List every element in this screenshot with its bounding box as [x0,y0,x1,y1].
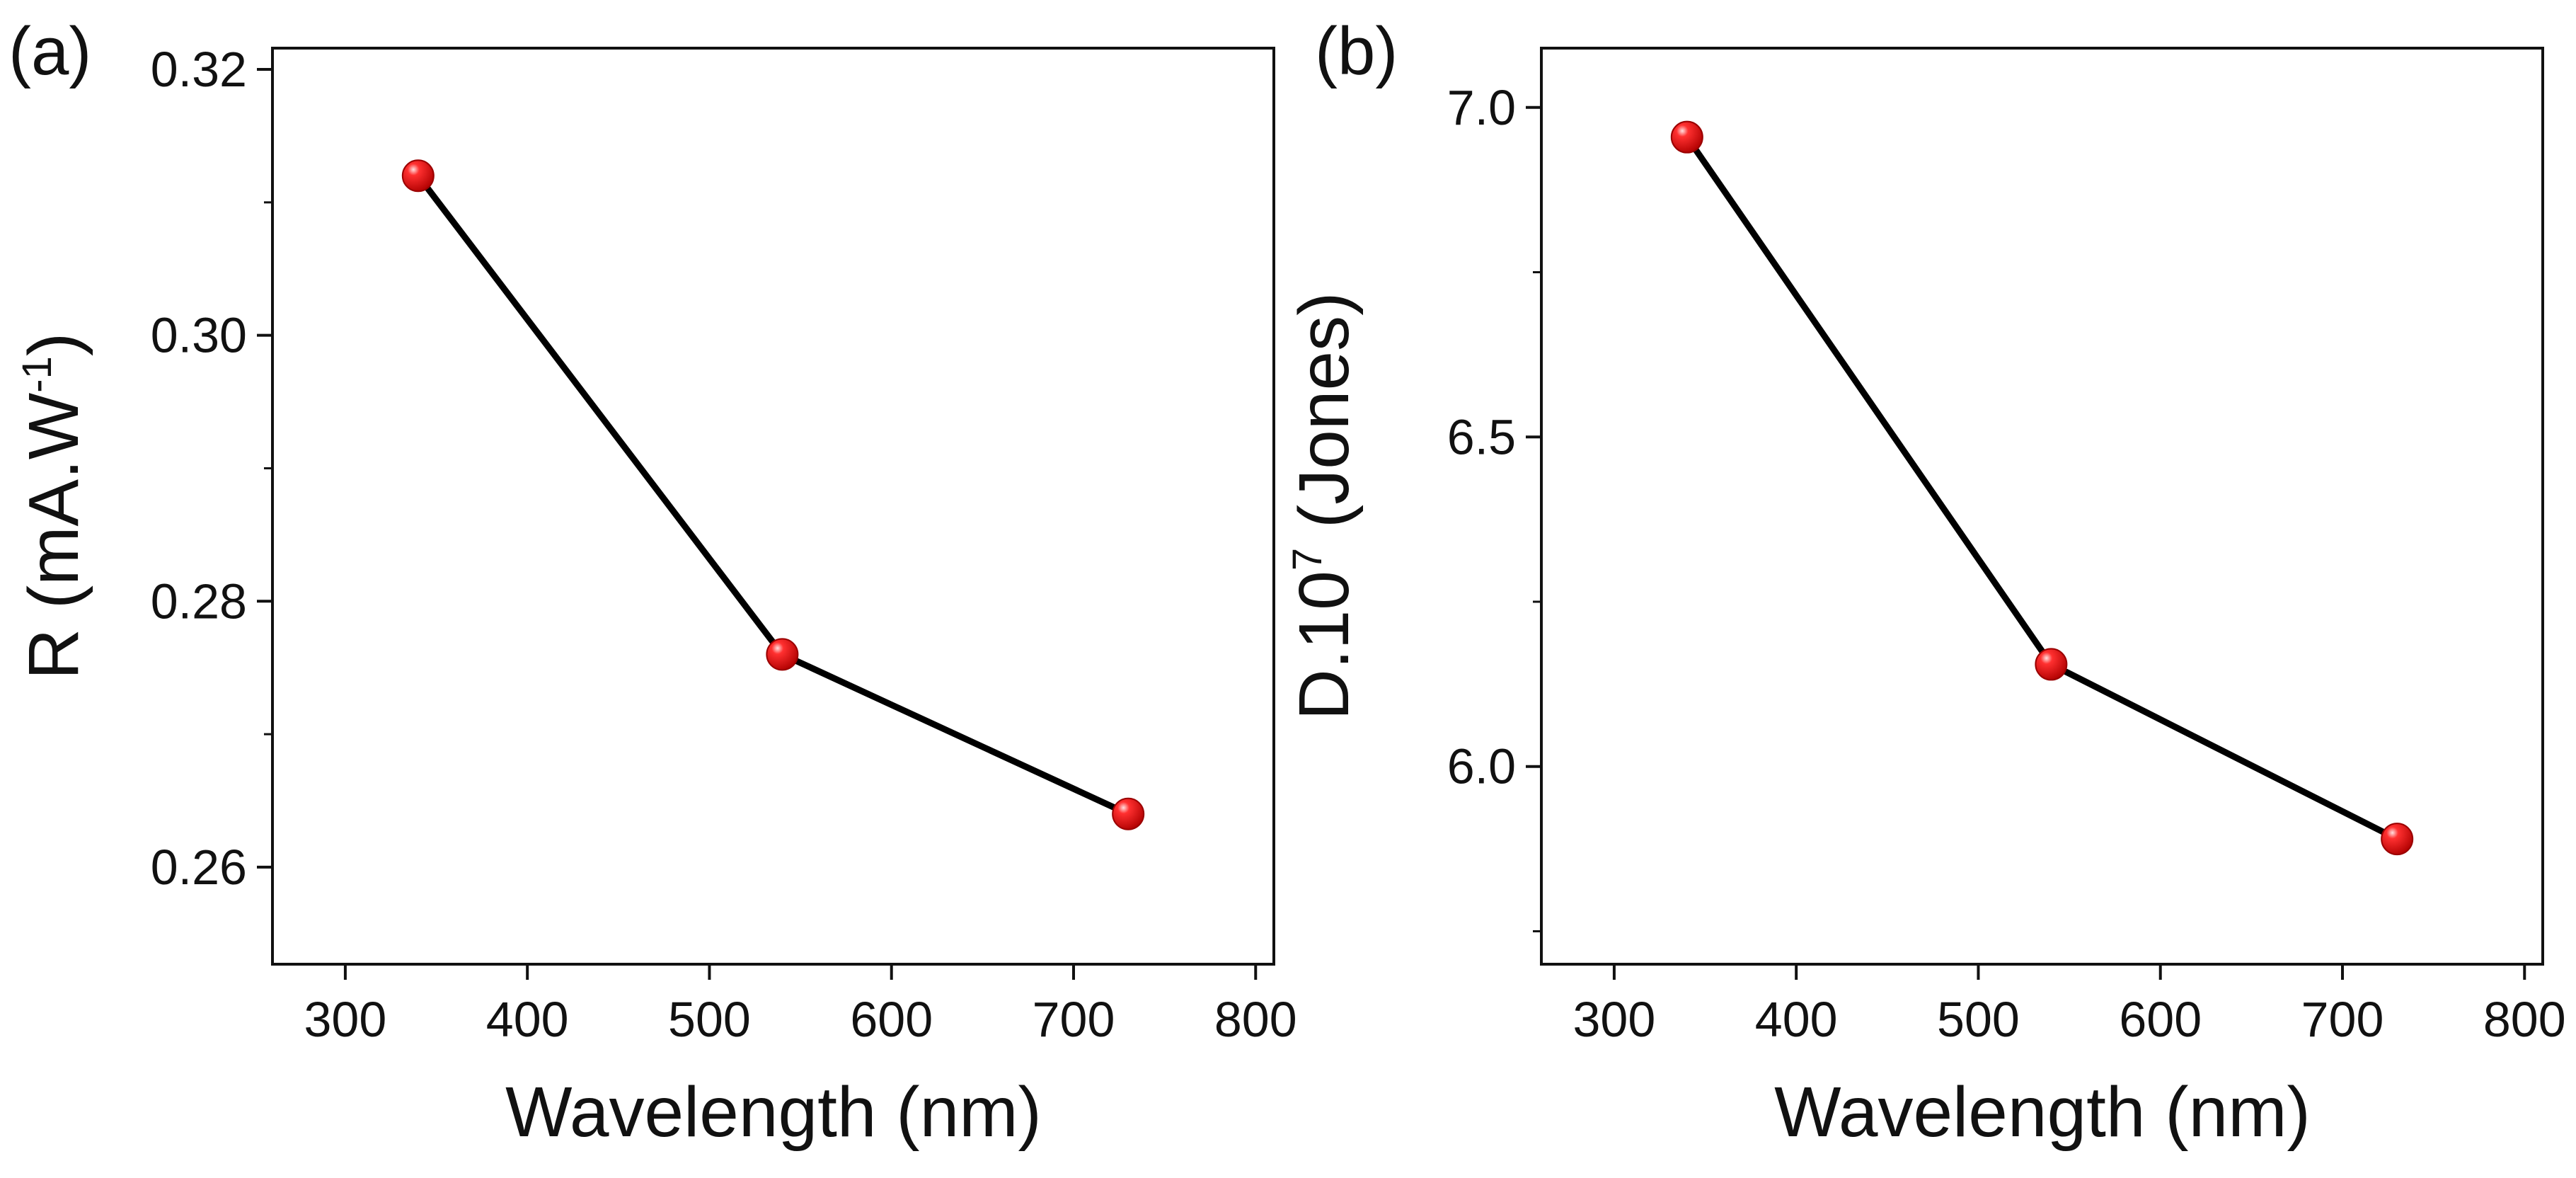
x-tick-label-b: 800 [2483,992,2566,1047]
x-tick-label-b: 700 [2301,992,2384,1047]
chart-b: (b) 300 400 500 600 700 800 6.0 6.5 7.0 Wavelen… [1284,13,2566,1152]
data-point-a [766,638,799,671]
x-tick-label-b: 500 [1937,992,2020,1047]
y-axis-title-a-sup: -1 [14,356,60,393]
y-tick-label-b: 6.5 [1447,409,1516,464]
y-ticks-a: 0.26 0.28 0.30 0.32 [151,42,272,895]
y-axis-title-b-end: (Jones) [1284,292,1364,548]
y-axis-title-b: D.107 (Jones) [1284,292,1364,721]
x-tick-label-b: 400 [1755,992,1838,1047]
x-tick-label-a: 700 [1033,992,1115,1047]
series-b [1670,120,2414,856]
y-ticks-b: 6.0 6.5 7.0 [1447,80,1541,932]
y-tick-label-a: 0.30 [151,308,247,363]
x-axis-title-a: Wavelength (nm) [505,1073,1042,1152]
y-tick-label-a: 0.28 [151,573,247,629]
x-ticks-a: 300 400 500 600 700 800 [304,964,1297,1047]
x-ticks-b: 300 400 500 600 700 800 [1573,964,2566,1047]
x-tick-label-b: 300 [1573,992,1656,1047]
series-line-a [415,173,1130,817]
y-tick-label-b: 7.0 [1447,80,1516,135]
data-point-b [1670,120,1703,154]
x-tick-label-b: 600 [2119,992,2202,1047]
y-axis-title-b-sup: 7 [1284,548,1330,571]
x-axis-title-b: Wavelength (nm) [1774,1073,2311,1152]
x-tick-label-a: 600 [850,992,933,1047]
data-point-a [1112,797,1145,830]
plot-frame-b [1540,47,2544,966]
panel-label-a: (a) [8,13,91,89]
panel-label-b: (b) [1315,13,1398,89]
y-axis-title-a-end: ) [14,333,93,356]
y-axis-title-a-main: R (mA.W [14,392,93,680]
y-axis-title-b-main: D.10 [1284,571,1364,720]
data-point-b [2035,648,2068,681]
y-tick-label-b: 6.0 [1447,739,1516,794]
x-tick-label-a: 800 [1214,992,1297,1047]
plot-frame-a [271,47,1275,966]
series-a [401,159,1145,830]
series-line-b [1684,135,2399,842]
y-tick-label-a: 0.32 [151,42,247,97]
x-tick-label-a: 400 [486,992,569,1047]
y-tick-label-a: 0.26 [151,840,247,895]
data-point-b [2381,823,2414,856]
x-tick-label-a: 300 [304,992,387,1047]
chart-a: (a) 300 400 500 600 700 800 0.260.280.300.32 … [8,13,1297,1152]
y-axis-title-a: R (mA.W-1) [14,333,93,680]
data-point-a [401,159,435,193]
x-tick-label-a: 500 [668,992,751,1047]
